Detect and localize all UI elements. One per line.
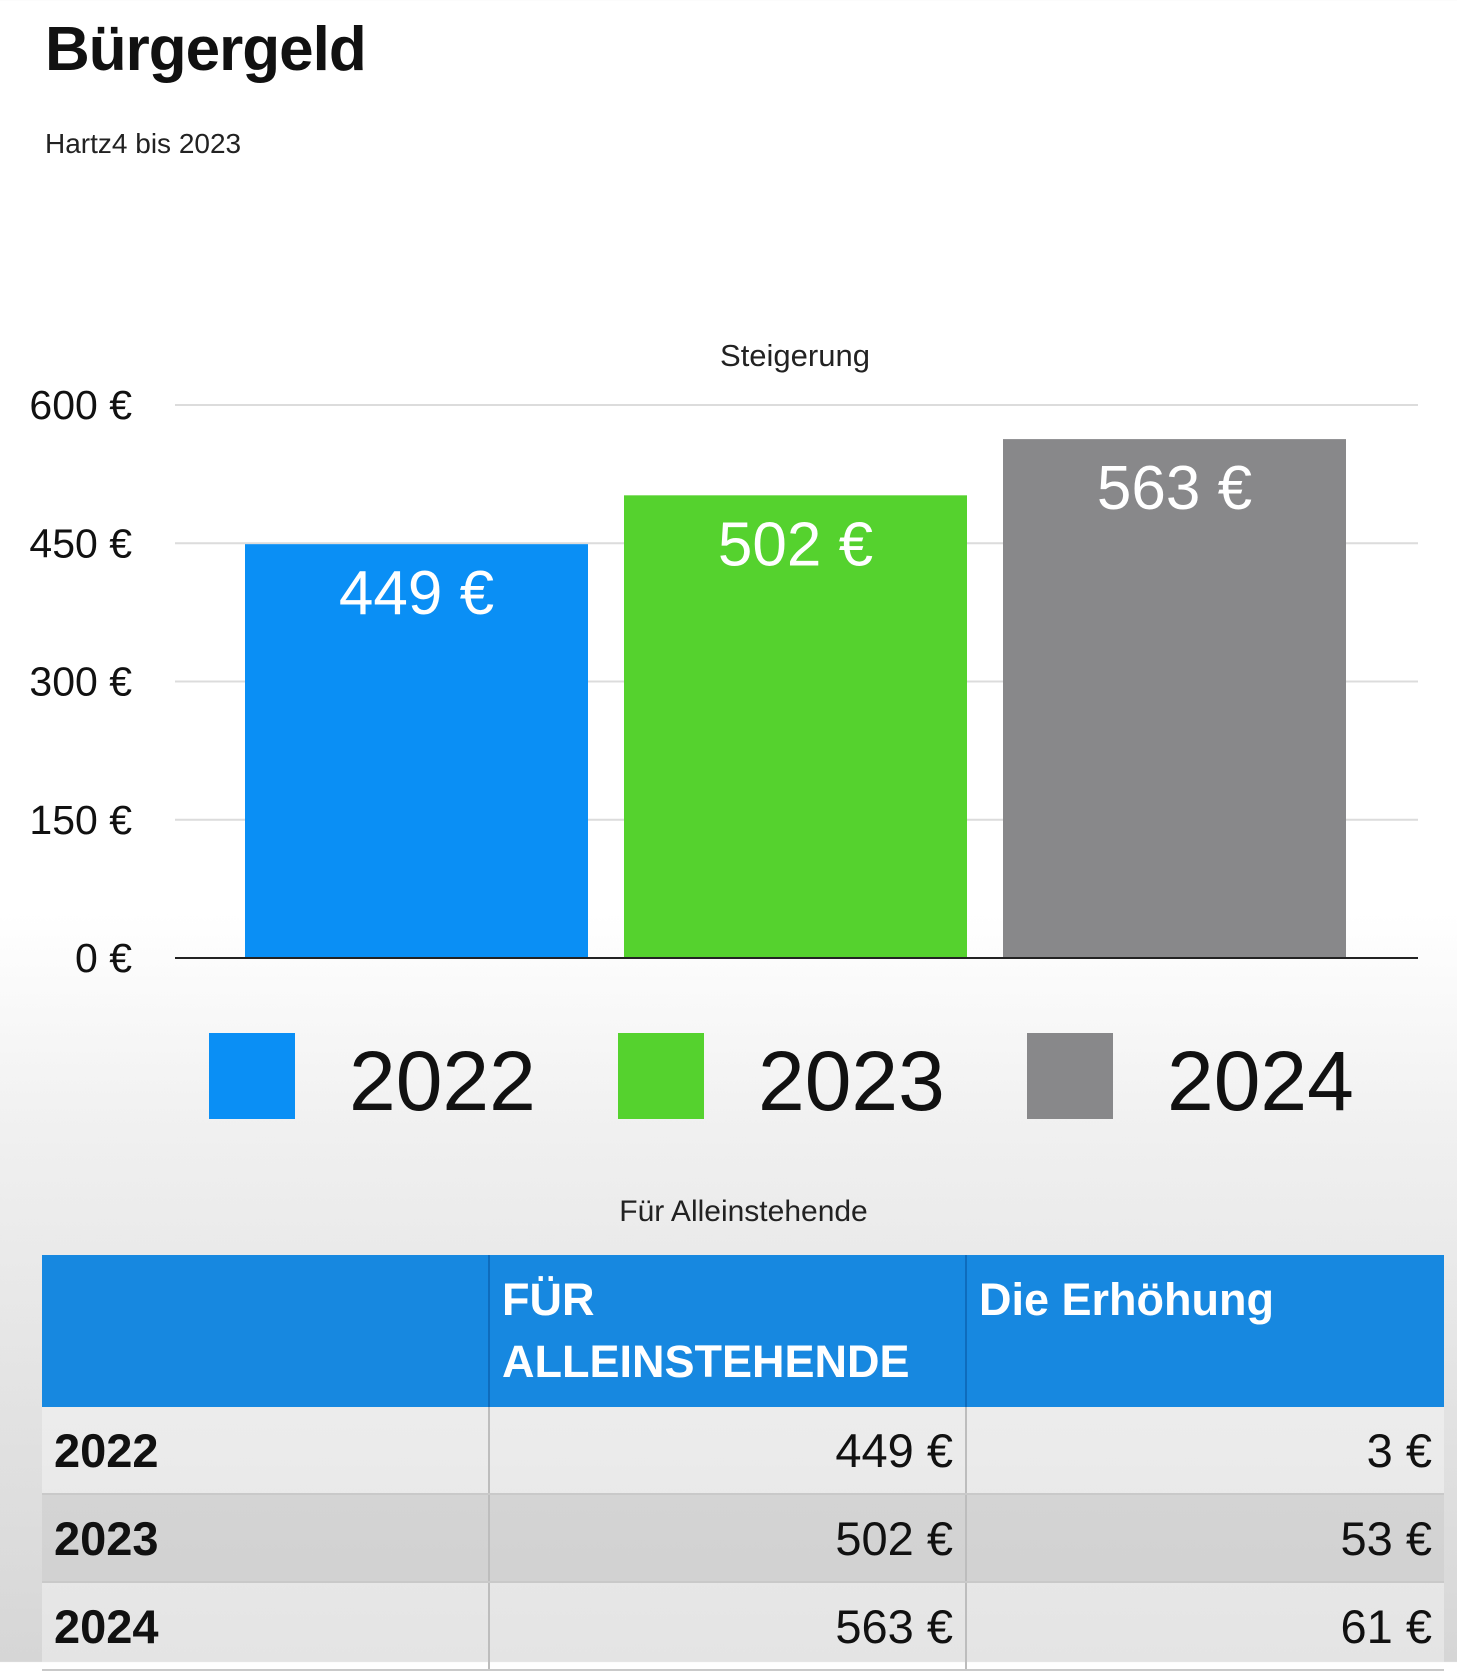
bar-value-label: 449 €	[339, 559, 494, 628]
table-header-cell	[42, 1255, 490, 1407]
table-header-cell: Die Erhöhung	[966, 1255, 1444, 1407]
bar-value-label: 563 €	[1097, 454, 1252, 523]
bar-2024	[1003, 439, 1346, 958]
legend-label: 2023	[758, 1034, 945, 1128]
y-tick-label: 300 €	[29, 659, 132, 705]
table-caption: Für Alleinstehende	[619, 1195, 868, 1228]
table-cell-year: 2024	[42, 1582, 490, 1671]
table-header-cell: FÜR ALLEINSTEHENDE	[489, 1255, 967, 1407]
y-tick-label: 0 €	[75, 935, 132, 981]
table-row: 2024 563 € 61 €	[42, 1582, 1444, 1671]
legend-swatch	[618, 1033, 704, 1119]
page-subtitle: Hartz4 bis 2023	[45, 128, 242, 159]
table-cell-increase: 3 €	[966, 1407, 1444, 1495]
chart-title: Steigerung	[720, 338, 870, 373]
table-cell-amount: 563 €	[489, 1582, 967, 1671]
y-tick-label: 600 €	[29, 382, 132, 428]
legend-label: 2022	[349, 1034, 536, 1128]
legend-swatch	[209, 1033, 295, 1119]
table-cell-amount: 449 €	[489, 1407, 967, 1495]
table-cell-increase: 53 €	[966, 1494, 1444, 1583]
table-row: 2022 449 € 3 €	[42, 1407, 1444, 1495]
table-row: 2023 502 € 53 €	[42, 1494, 1444, 1583]
page-title: Bürgergeld	[45, 15, 367, 84]
table-cell-increase: 61 €	[966, 1582, 1444, 1671]
y-tick-label: 450 €	[29, 520, 132, 566]
table-cell-year: 2023	[42, 1494, 490, 1583]
legend-swatch	[1027, 1033, 1113, 1119]
bar-value-label: 502 €	[718, 510, 873, 579]
table-cell-amount: 502 €	[489, 1494, 967, 1583]
bar-chart: Steigerung 0 € 150 € 300 € 450 € 600 € 449 € 50…	[29, 338, 1418, 1128]
bar-2022	[245, 544, 588, 958]
legend-label: 2024	[1167, 1034, 1354, 1128]
table-header-row: FÜR ALLEINSTEHENDE Die Erhöhung	[42, 1255, 1444, 1407]
table-cell-year: 2022	[42, 1407, 490, 1495]
bar-2023	[624, 495, 967, 958]
y-tick-label: 150 €	[29, 797, 132, 843]
data-table: FÜR ALLEINSTEHENDE Die Erhöhung 2022 449…	[42, 1255, 1444, 1671]
